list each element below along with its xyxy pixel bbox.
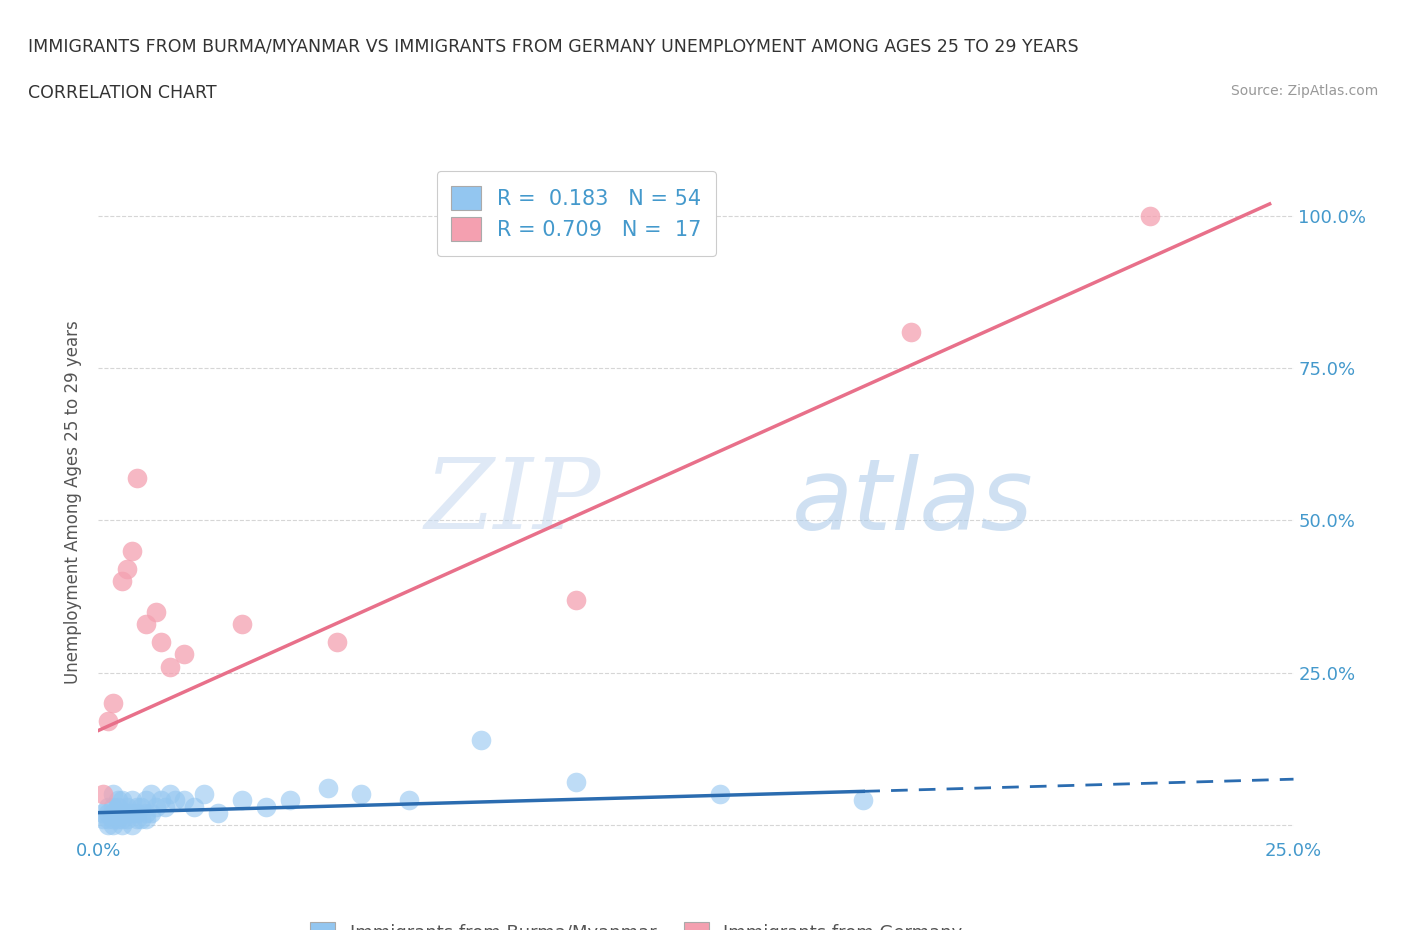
Point [97, 811, 120, 826]
Point [565, 592, 588, 607]
Point [97, 817, 120, 832]
Point [231, 617, 253, 631]
Point [145, 604, 167, 619]
Point [97, 805, 120, 820]
Point [139, 805, 162, 820]
Point [350, 787, 373, 802]
Point [173, 647, 195, 662]
Point [231, 793, 253, 808]
Legend: Immigrants from Burma/Myanmar, Immigrants from Germany: Immigrants from Burma/Myanmar, Immigrant… [301, 913, 972, 930]
Point [193, 787, 215, 802]
Point [91, 811, 114, 826]
Point [709, 787, 731, 802]
Point [101, 811, 124, 826]
Point [159, 787, 181, 802]
Point [316, 781, 339, 796]
Point [121, 543, 143, 558]
Point [565, 775, 588, 790]
Point [107, 805, 129, 820]
Point [278, 793, 301, 808]
Point [111, 817, 134, 832]
Point [135, 805, 157, 820]
Point [121, 805, 143, 820]
Point [159, 659, 181, 674]
Point [135, 617, 157, 631]
Point [107, 811, 129, 826]
Text: Source: ZipAtlas.com: Source: ZipAtlas.com [1230, 84, 1378, 98]
Point [121, 793, 143, 808]
Point [111, 793, 134, 808]
Text: CORRELATION CHART: CORRELATION CHART [28, 84, 217, 101]
Point [183, 799, 205, 814]
Point [852, 793, 875, 808]
Point [115, 799, 138, 814]
Point [101, 817, 124, 832]
Point [101, 799, 124, 814]
Point [207, 805, 229, 820]
Point [149, 635, 172, 650]
Text: ZIP: ZIP [425, 455, 600, 550]
Point [254, 799, 277, 814]
Text: IMMIGRANTS FROM BURMA/MYANMAR VS IMMIGRANTS FROM GERMANY UNEMPLOYMENT AMONG AGES: IMMIGRANTS FROM BURMA/MYANMAR VS IMMIGRA… [28, 37, 1078, 55]
Point [107, 799, 129, 814]
Point [111, 811, 134, 826]
Point [163, 793, 186, 808]
Point [1139, 208, 1161, 223]
Point [97, 799, 120, 814]
Point [398, 793, 420, 808]
Point [115, 811, 138, 826]
Point [125, 471, 148, 485]
Point [125, 805, 148, 820]
Point [101, 787, 124, 802]
Point [131, 799, 153, 814]
Point [900, 325, 922, 339]
Point [115, 805, 138, 820]
Point [173, 793, 195, 808]
Point [125, 799, 148, 814]
Point [326, 635, 349, 650]
Point [111, 574, 134, 589]
Point [155, 799, 177, 814]
Point [91, 787, 114, 802]
Point [121, 817, 143, 832]
Point [131, 811, 153, 826]
Point [101, 805, 124, 820]
Point [107, 793, 129, 808]
Point [115, 562, 138, 577]
Point [125, 811, 148, 826]
Point [97, 714, 120, 729]
Point [139, 787, 162, 802]
Point [145, 799, 167, 814]
Point [135, 811, 157, 826]
Point [135, 793, 157, 808]
Point [470, 732, 492, 747]
Point [111, 805, 134, 820]
Y-axis label: Unemployment Among Ages 25 to 29 years: Unemployment Among Ages 25 to 29 years [65, 320, 83, 684]
Point [149, 793, 172, 808]
Text: atlas: atlas [792, 454, 1033, 551]
Point [101, 696, 124, 711]
Point [91, 805, 114, 820]
